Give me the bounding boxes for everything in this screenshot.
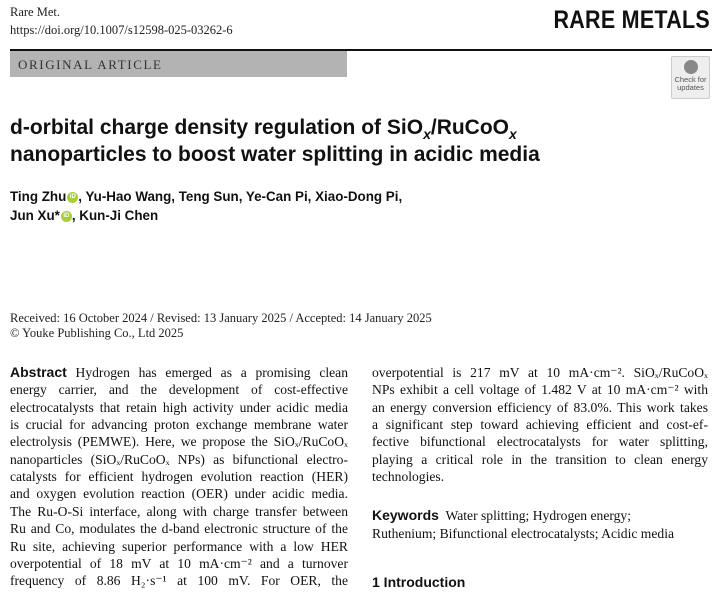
keywords-line-1: Keywords Water splitting; Hydrogen energ…	[372, 507, 708, 524]
abstract-line: an energy conversion efficiency of 83.0%…	[372, 399, 708, 415]
keywords-heading: Keywords	[372, 507, 439, 523]
abstract-line: catalysts for efficient hydrogen evoluti…	[10, 469, 348, 485]
header-rule	[10, 49, 712, 51]
keywords-text: Water splitting; Hydrogen energy;	[445, 508, 632, 523]
abstract-line: overpotential of 18 mV at 10 mA·cm⁻² and…	[10, 555, 348, 571]
article-type: ORIGINAL ARTICLE	[18, 57, 163, 72]
title-text: /RuCoO	[430, 116, 510, 139]
abstract-heading: Abstract	[10, 364, 67, 380]
abstract-line: overpotential is 217 mV at 10 mA·cm⁻². S…	[372, 365, 708, 380]
abstract-line: and oxygen evolution reaction (OER) unde…	[10, 486, 348, 502]
authors-line-1: Ting Zhu iD, Yu-Hao Wang, Teng Sun, Ye-Ca…	[10, 189, 402, 204]
abstract-line: frequency of 8.86 H₂·s⁻¹ at 100 mV. For …	[10, 573, 348, 589]
badge-line2: updates	[677, 83, 704, 92]
title-line-2: nanoparticles to boost water splitting i…	[10, 143, 540, 166]
abstract-line: Abstract Hydrogen has emerged as a promi…	[10, 364, 348, 381]
section-heading: 1 Introduction	[372, 574, 466, 590]
abstract-line: is crucial for advancing proton exchange…	[10, 417, 348, 433]
abstract-line: energy carrier, and the development of c…	[10, 382, 348, 398]
dates: Received: 16 October 2024 / Revised: 13 …	[10, 311, 432, 325]
orcid-icon[interactable]: iD	[60, 210, 72, 222]
abstract-line: playing a critical role in the transitio…	[372, 451, 708, 467]
journal-abbrev: Rare Met.	[10, 5, 60, 19]
abstract-line: electrocatalysts that retain high activi…	[10, 399, 348, 415]
abstract-line: nanoparticles (SiOₓ/RuCoOₓ NPs) as bifun…	[10, 451, 348, 467]
keywords-line-2: Ruthenium; Bifunctional electrocatalysts…	[372, 526, 675, 541]
authors-line-2: Jun Xu* iD, Kun-Ji Chen	[10, 208, 158, 223]
subscript: x	[509, 126, 517, 143]
title-line-1: d-orbital charge density regulation of S…	[10, 116, 517, 142]
authors: , Kun-Ji Chen	[71, 208, 159, 223]
copyright: © Youke Publishing Co., Ltd 2025	[10, 326, 184, 340]
abstract-line: electrolysis (PEMWE). Here, we propose t…	[10, 434, 348, 450]
author: Ting Zhu	[10, 189, 67, 204]
subscript: x	[423, 126, 431, 143]
article-type-band	[10, 51, 347, 77]
bookmark-icon	[683, 60, 698, 74]
abstract-line: technologies.	[372, 469, 445, 485]
abstract-line: a significant step toward achieving effi…	[372, 417, 708, 433]
abstract-line: The Ru-O-Si interface, along with charge…	[10, 503, 348, 519]
title-text: d-orbital charge density regulation of S…	[10, 116, 424, 139]
badge-line1: Check for	[674, 75, 707, 84]
doi-link[interactable]: https://doi.org/10.1007/s12598-025-03262…	[10, 23, 233, 37]
abstract-line: fective bifunctional electrocatalysts fo…	[372, 434, 708, 450]
orcid-icon[interactable]: iD	[67, 191, 79, 203]
abstract-line: Ru and Co, modulates the d-band electron…	[10, 521, 348, 537]
abstract-line: Ru site, achieving superior performance …	[10, 538, 348, 554]
abstract-text: Hydrogen has emerged as a promising clea…	[75, 365, 348, 380]
abstract-line: NPs exhibit a cell voltage of 1.482 V at…	[372, 382, 708, 398]
check-for-updates-badge[interactable]: Check for updates	[671, 56, 710, 99]
authors: , Yu-Hao Wang, Teng Sun, Ye-Can Pi, Xiao…	[78, 189, 403, 204]
author: Jun Xu*	[10, 208, 60, 223]
journal-name: RARE METALS	[553, 6, 710, 34]
